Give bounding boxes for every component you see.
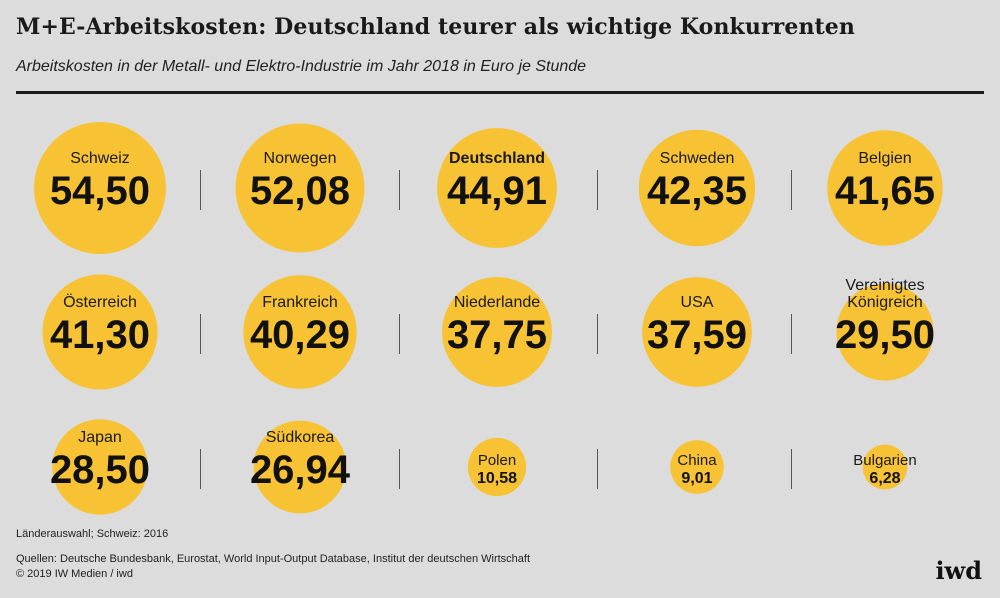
chart-title: M+E-Arbeitskosten: Deutschland teurer al… <box>16 14 856 40</box>
bubble-sudkorea: Südkorea 26,94 <box>250 420 351 514</box>
value-label: 52,08 <box>250 169 350 213</box>
bubble-schweden: Schweden 42,35 <box>638 129 756 247</box>
bubble-deutschland: Deutschland 44,91 <box>437 128 557 248</box>
country-label: Polen <box>478 452 516 469</box>
value-label: 29,50 <box>835 313 935 357</box>
footnote: Länderauswahl; Schweiz: 2016 <box>16 528 169 540</box>
country-label: China <box>677 452 717 469</box>
bubble-circle <box>836 283 934 381</box>
country-label: Österreich <box>63 293 137 311</box>
country-label: Niederlande <box>454 294 540 311</box>
value-label: 28,50 <box>50 448 150 492</box>
iwd-logo: iwd <box>935 556 982 585</box>
value-label: 41,65 <box>835 169 935 213</box>
bubble-circle <box>243 275 357 389</box>
value-label: 6,28 <box>869 470 900 487</box>
bubble-circle <box>42 274 158 390</box>
bubble-japan: Japan 28,50 <box>50 419 150 515</box>
bubble-circle <box>52 419 148 515</box>
value-label: 40,29 <box>250 313 350 357</box>
bubble-niederlande: Niederlande 37,75 <box>442 277 552 387</box>
bubble-usa: USA 37,59 <box>642 277 752 387</box>
country-label: Schweden <box>660 150 735 167</box>
header-rule <box>16 91 984 94</box>
country-label: USA <box>681 294 714 311</box>
value-label: 37,59 <box>647 313 747 357</box>
sources-block: Quellen: Deutsche Bundesbank, Eurostat, … <box>16 552 530 582</box>
country-label: Südkorea <box>266 429 335 446</box>
value-label: 9,01 <box>681 470 712 487</box>
bubble-circle <box>638 129 756 247</box>
country-label: Vereinigtes Königreich <box>845 277 924 311</box>
value-label: 54,50 <box>50 169 150 213</box>
value-label: 42,35 <box>647 169 747 213</box>
bubble-belgien: Belgien 41,65 <box>827 130 943 246</box>
sources-text: Quellen: Deutsche Bundesbank, Eurostat, … <box>16 553 531 565</box>
bubble-circle <box>34 122 166 254</box>
bubble-circle <box>442 277 552 387</box>
country-label: Schweiz <box>70 150 130 167</box>
value-label: 10,58 <box>477 470 517 487</box>
bubble-circle <box>467 437 527 497</box>
bubble-osterreich: Österreich 41,30 <box>42 274 158 390</box>
country-label: Japan <box>78 429 122 446</box>
value-label: 44,91 <box>447 169 547 213</box>
bubble-circle <box>862 444 908 490</box>
bubble-circle <box>827 130 943 246</box>
country-label: Deutschland <box>449 150 545 167</box>
country-label: Frankreich <box>262 294 338 311</box>
bubble-circle <box>642 277 752 387</box>
value-label: 26,94 <box>250 448 351 492</box>
copyright-text: © 2019 IW Medien / iwd <box>16 568 133 580</box>
chart-subtitle: Arbeitskosten in der Metall- und Elektro… <box>16 58 587 75</box>
value-label: 41,30 <box>50 313 150 357</box>
country-label: Norwegen <box>264 150 337 167</box>
bubble-frankreich: Frankreich 40,29 <box>243 275 357 389</box>
bubble-norwegen: Norwegen 52,08 <box>235 123 365 253</box>
country-label: Belgien <box>858 150 911 167</box>
bubble-circle <box>235 123 365 253</box>
bubble-circle <box>670 440 724 494</box>
country-label: Bulgarien <box>853 452 916 469</box>
bubble-circle <box>437 128 557 248</box>
value-label: 37,75 <box>447 313 547 357</box>
bubble-schweiz: Schweiz 54,50 <box>34 122 166 254</box>
bubble-circle <box>253 420 347 514</box>
